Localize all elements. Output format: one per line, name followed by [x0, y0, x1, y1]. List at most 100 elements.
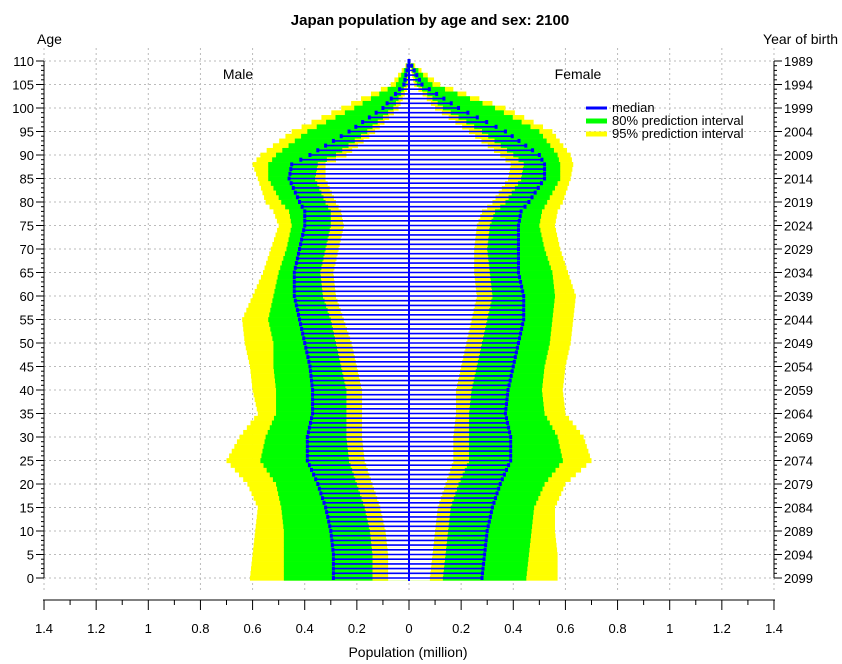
median-female-point	[519, 279, 523, 284]
median-female-point	[516, 223, 520, 228]
median-female-point	[509, 435, 513, 439]
birth-year-tick-label: 2069	[784, 430, 813, 445]
age-tick-label: 105	[12, 78, 34, 93]
median-female-point	[516, 237, 520, 242]
median-female-point	[516, 251, 520, 256]
median-male-point	[331, 138, 335, 143]
median-male-point	[325, 510, 329, 515]
median-male-point	[308, 364, 312, 369]
birth-year-tick-label: 2004	[784, 125, 813, 140]
median-female-point	[487, 519, 491, 524]
median-female-point	[427, 87, 431, 92]
median-male-point	[305, 435, 309, 439]
median-male-point	[305, 350, 309, 355]
age-tick-label: 0	[27, 571, 34, 586]
median-male-point	[310, 383, 314, 388]
median-male-point	[385, 101, 389, 106]
median-female-point	[503, 129, 507, 134]
x-tick-label: 1.2	[87, 621, 105, 636]
median-male-point	[305, 453, 309, 458]
median-female-point	[543, 162, 547, 167]
median-female-point	[537, 153, 541, 157]
median-female-point	[485, 120, 489, 125]
left-axis-title: Age	[37, 31, 62, 47]
median-female-point	[507, 463, 511, 468]
median-male-point	[300, 204, 304, 209]
median-male-point	[311, 388, 315, 392]
median-male-point	[361, 120, 365, 125]
median-male-point	[299, 157, 303, 162]
median-female-point	[516, 261, 520, 266]
median-female-point	[412, 68, 416, 73]
median-male-point	[374, 110, 378, 115]
median-male-point	[324, 143, 328, 148]
median-female-point	[509, 453, 513, 458]
median-female-point	[512, 359, 516, 364]
median-male-point	[324, 505, 328, 510]
median-male-point	[303, 341, 307, 345]
median-female-point	[522, 294, 526, 298]
median-female-point	[515, 345, 519, 350]
median-female-point	[521, 322, 525, 327]
x-tick-label: 0.2	[452, 621, 470, 636]
median-female-point	[486, 524, 490, 529]
median-female-point	[506, 420, 510, 425]
median-female-point	[481, 571, 485, 576]
median-male-point	[287, 176, 291, 181]
median-female-point	[516, 232, 520, 237]
legend-label-pi80: 80% prediction interval	[612, 113, 744, 128]
median-female-point	[509, 449, 513, 454]
median-male-point	[328, 524, 332, 529]
median-female-point	[509, 444, 513, 449]
median-male-point	[292, 270, 296, 275]
age-tick-label: 60	[20, 289, 34, 304]
median-female-point	[533, 190, 537, 195]
median-male-point	[330, 538, 334, 543]
birth-year-tick-label: 2029	[784, 242, 813, 257]
x-tick-label: 1.4	[35, 621, 53, 636]
median-female-point	[498, 482, 502, 486]
median-female-point	[507, 425, 511, 430]
birth-year-tick-label: 2034	[784, 266, 813, 281]
birth-year-tick-label: 2014	[784, 172, 813, 187]
median-female-point	[502, 472, 506, 477]
median-female-point	[504, 406, 508, 411]
birth-year-tick-label: 2009	[784, 148, 813, 163]
x-tick-label: 1.4	[765, 621, 783, 636]
median-male-point	[331, 561, 335, 566]
right-axis-title: Year of birth	[763, 31, 838, 47]
median-female-point	[508, 430, 512, 435]
median-female-point	[449, 101, 453, 106]
median-male-point	[403, 77, 407, 82]
birth-year-tick-label: 2084	[784, 501, 813, 516]
median-male-point	[308, 153, 312, 157]
median-male-point	[308, 369, 312, 374]
median-female-point	[518, 214, 522, 219]
median-male-point	[305, 449, 309, 454]
median-male-point	[331, 552, 335, 557]
median-female-point	[505, 402, 509, 407]
median-male-point	[404, 73, 408, 78]
median-male-point	[294, 261, 298, 266]
x-tick-label: 0.6	[556, 621, 574, 636]
median-male-point	[398, 87, 402, 92]
median-female-point	[485, 529, 489, 533]
median-male-point	[347, 129, 351, 134]
age-tick-label: 50	[20, 336, 34, 351]
birth-year-tick-label: 2064	[784, 407, 813, 422]
median-male-point	[381, 106, 385, 110]
median-male-point	[331, 566, 335, 571]
age-tick-label: 95	[20, 125, 34, 140]
birth-year-tick-label: 1994	[784, 78, 813, 93]
age-tick-label: 70	[20, 242, 34, 257]
median-female-point	[503, 411, 507, 416]
median-female-point	[482, 557, 486, 562]
median-male-point	[298, 317, 302, 322]
median-male-point	[316, 482, 320, 486]
x-tick-label: 1.2	[713, 621, 731, 636]
median-male-point	[329, 529, 333, 533]
median-male-point	[311, 402, 315, 407]
birth-year-tick-label: 2019	[784, 195, 813, 210]
median-male-point	[317, 486, 321, 491]
text-layer: 0510152025303540455055606570758085909510…	[12, 54, 813, 636]
